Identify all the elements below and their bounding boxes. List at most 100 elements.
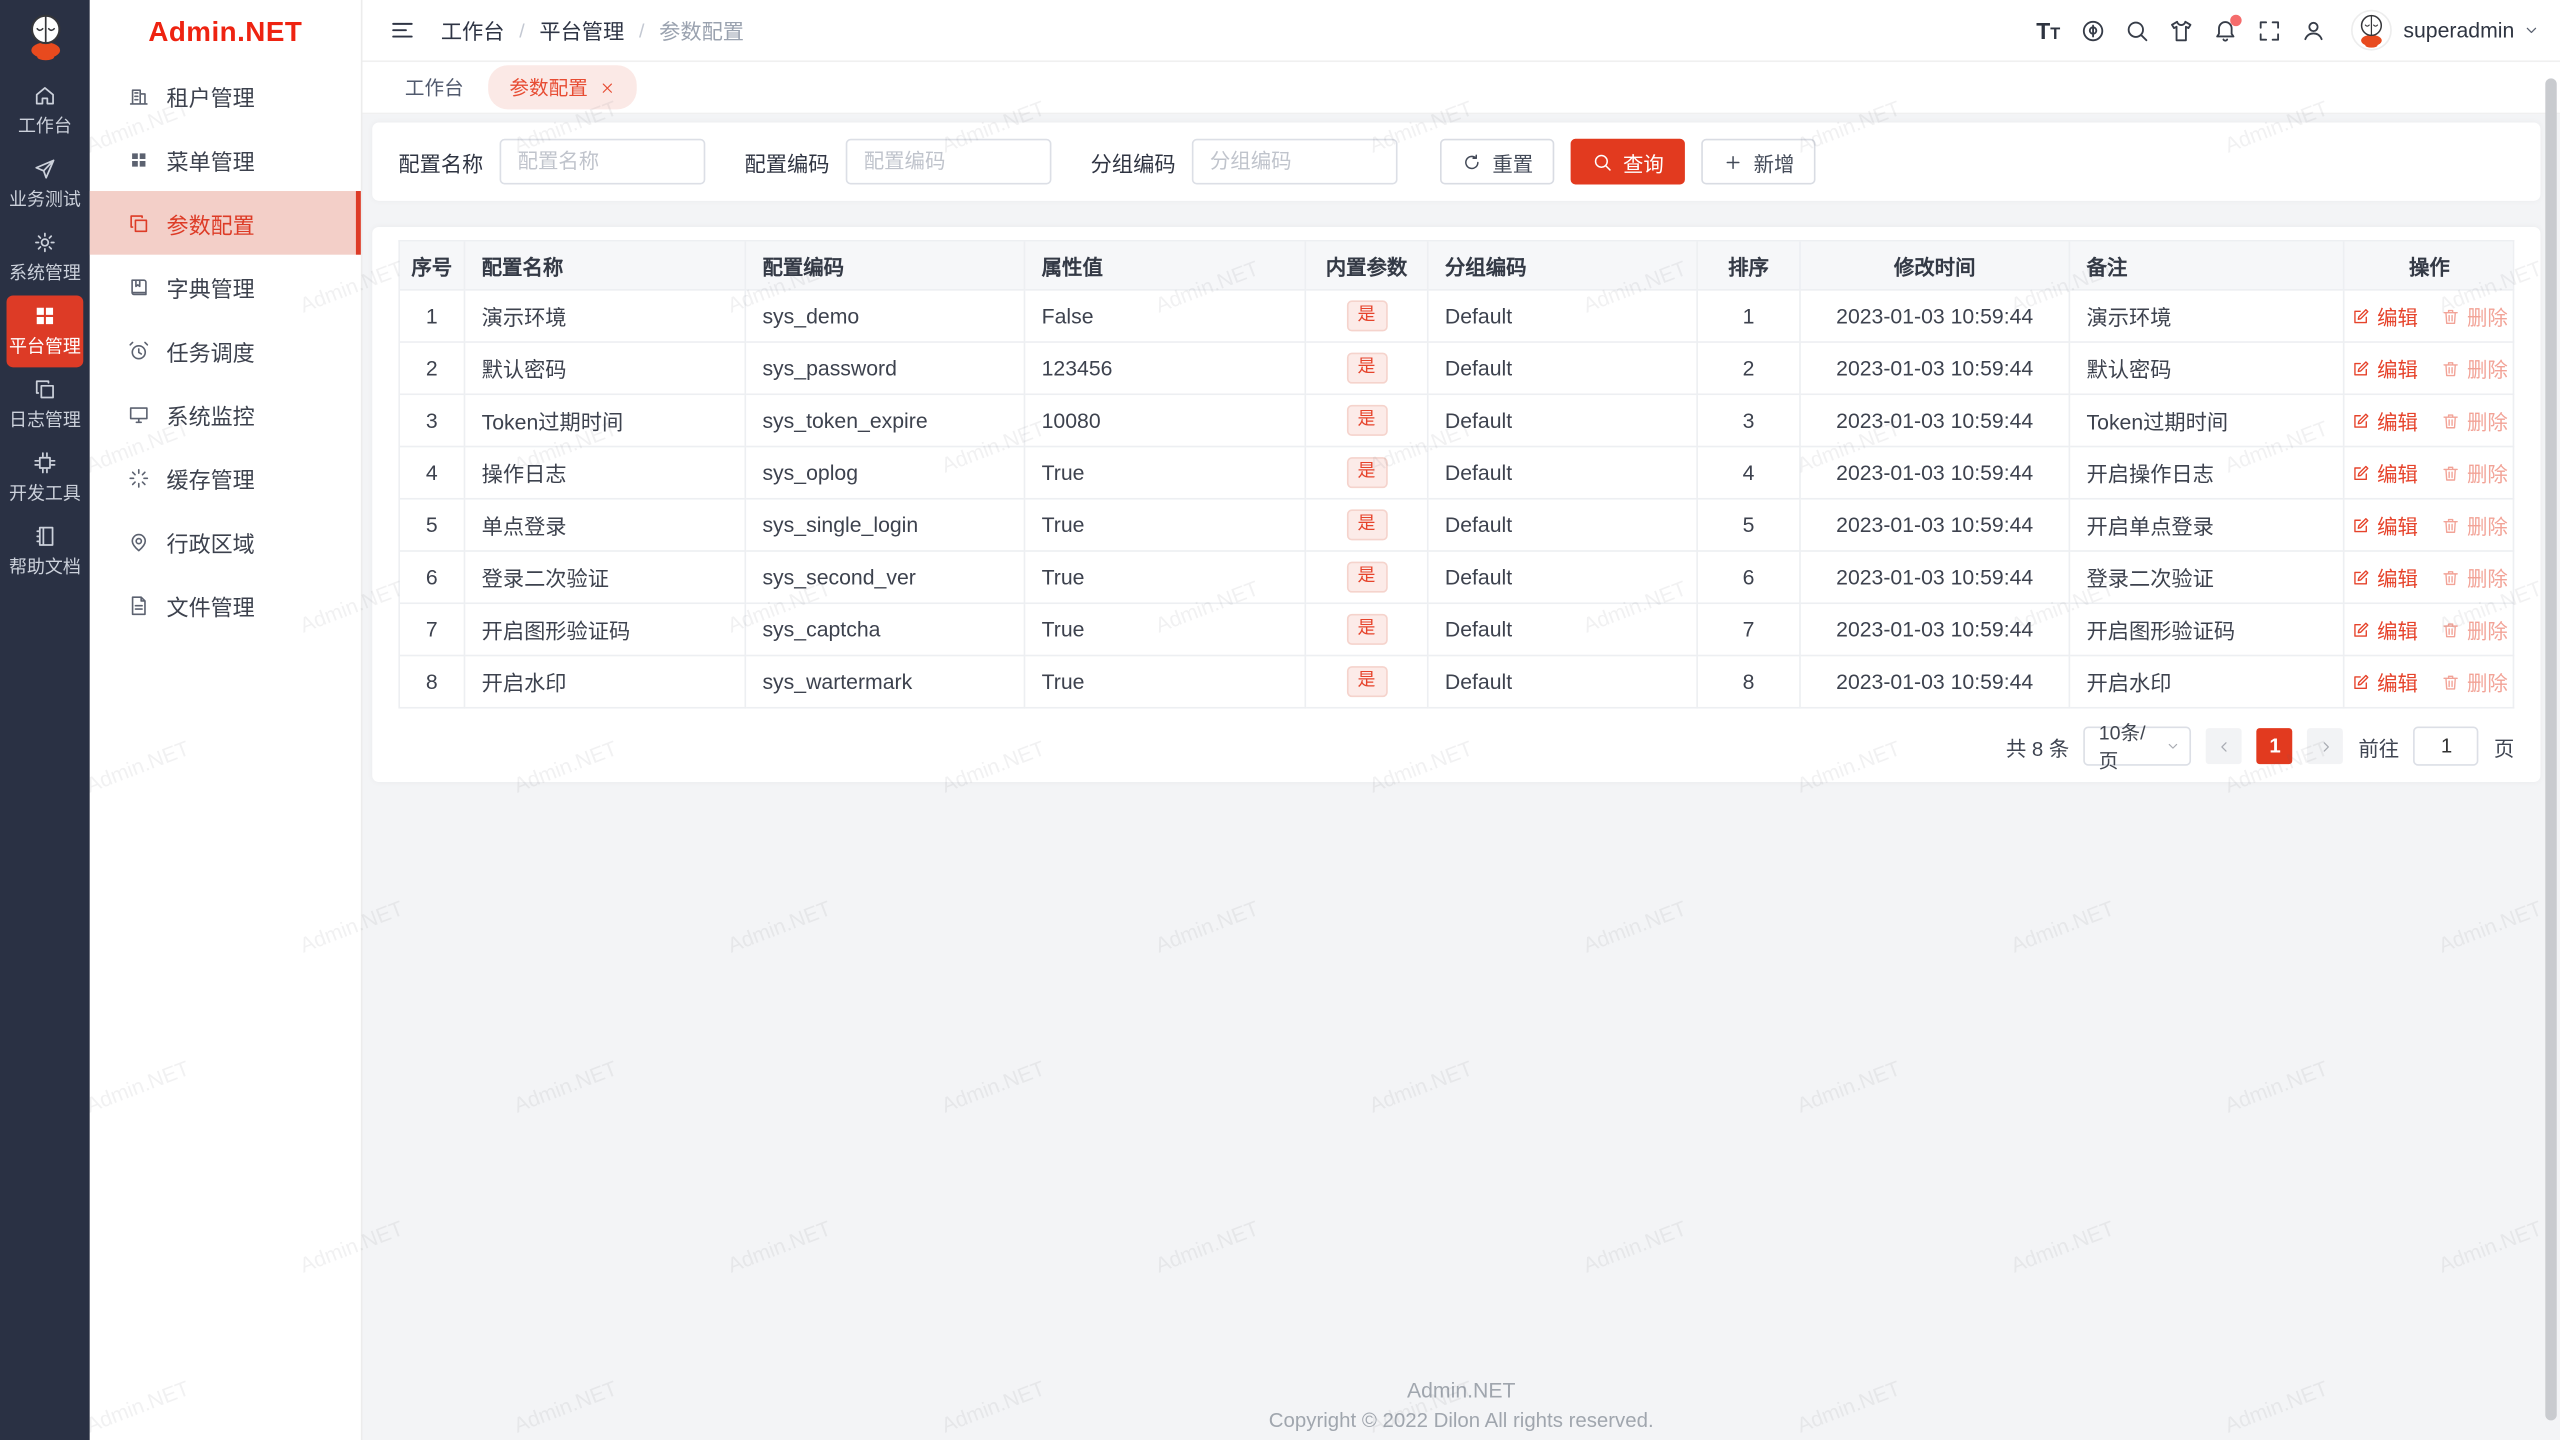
sidebar-item-2[interactable]: 参数配置 (89, 191, 361, 255)
trash-icon (2441, 358, 2461, 378)
edit-button[interactable]: 编辑 (2351, 300, 2418, 331)
fullscreen-icon[interactable] (2247, 0, 2291, 61)
table-row-6: 7 开启图形验证码 sys_captcha True 是 Default 7 2023-01-… (399, 604, 2515, 657)
prev-page-button[interactable] (2206, 728, 2243, 765)
edit-button[interactable]: 编辑 (2351, 614, 2418, 645)
cell-name: 单点登录 (465, 499, 747, 552)
chevron-down-icon[interactable] (2522, 21, 2540, 39)
table-row-4: 5 单点登录 sys_single_login True 是 Default 5 2023-0… (399, 499, 2515, 552)
search-button-label: 查询 (1622, 152, 1664, 176)
sidebar-item-3[interactable]: 字典管理 (90, 255, 361, 319)
goto-page-input[interactable] (2413, 726, 2480, 766)
font-size-icon[interactable]: TT (2036, 17, 2061, 44)
user-icon (2300, 17, 2326, 43)
filter-input-2[interactable] (1191, 138, 1398, 185)
column-header-sort: 排序 (1697, 241, 1801, 291)
sidebar-item-label: 字典管理 (166, 276, 255, 302)
cell-remark: 开启水印 (2070, 656, 2345, 709)
delete-button[interactable]: 删除 (2441, 457, 2508, 488)
bell-icon[interactable] (2203, 0, 2247, 61)
rail-item-2[interactable]: 系统管理 (7, 222, 84, 294)
search-icon[interactable] (2114, 0, 2158, 61)
filter-card: 配置名称 配置编码 分组编码 重置 查询 新增 (372, 122, 2541, 201)
sidebar-item-7[interactable]: 行政区域 (90, 509, 361, 573)
sidebar-menu: 租户管理 菜单管理 参数配置 字典管理 任务调度 系统监控 缓存管理 行政区域 … (89, 64, 361, 637)
tab-0[interactable]: 工作台 (404, 76, 464, 100)
rail-item-5[interactable]: 开发工具 (7, 442, 84, 514)
search-button[interactable]: 查询 (1570, 138, 1686, 185)
user-avatar[interactable] (2351, 9, 2392, 51)
alarm-clock-icon (127, 339, 150, 362)
tab-close-icon[interactable] (599, 79, 615, 95)
edit-button[interactable]: 编辑 (2351, 457, 2418, 488)
page-size-select[interactable]: 10条/页 (2084, 722, 2192, 772)
delete-button[interactable]: 删除 (2441, 666, 2508, 697)
cell-name: 操作日志 (465, 447, 747, 500)
delete-label: 删除 (2466, 515, 2508, 539)
cell-time: 2023-01-03 10:59:44 (1800, 342, 2071, 396)
vertical-scrollbar[interactable] (2545, 78, 2557, 1421)
cell-name: 登录二次验证 (465, 551, 747, 605)
builtin-tag: 是 (1346, 665, 1387, 698)
rail-item-3[interactable]: 平台管理 (6, 295, 84, 368)
cell-time: 2023-01-03 10:59:44 (1800, 604, 2071, 657)
search-icon (1592, 151, 1613, 172)
edit-button[interactable]: 编辑 (2351, 405, 2418, 436)
filter-group-1: 配置编码 (745, 138, 1052, 185)
filter-input-0[interactable] (499, 138, 706, 185)
delete-button[interactable]: 删除 (2441, 353, 2508, 384)
filter-input-1[interactable] (845, 138, 1052, 185)
cell-code: sys_password (746, 342, 1026, 396)
column-header-remark: 备注 (2070, 241, 2345, 291)
sidebar-item-1[interactable]: 菜单管理 (90, 127, 361, 191)
edit-button[interactable]: 编辑 (2351, 353, 2418, 384)
toolbar-buttons: 重置 查询 新增 (1440, 138, 1816, 185)
cell-actions: 编辑 删除 (2344, 343, 2515, 396)
cell-sort: 3 (1697, 395, 1801, 448)
edit-button[interactable]: 编辑 (2351, 509, 2418, 540)
rail-item-4[interactable]: 日志管理 (7, 369, 84, 441)
sidebar-item-5[interactable]: 系统监控 (90, 382, 361, 446)
delete-button[interactable]: 删除 (2441, 405, 2508, 436)
delete-button[interactable]: 删除 (2441, 509, 2508, 540)
sidebar-item-4[interactable]: 任务调度 (90, 318, 361, 382)
edit-button[interactable]: 编辑 (2351, 666, 2418, 697)
grid-icon (33, 304, 57, 328)
rail-item-1[interactable]: 业务测试 (7, 149, 84, 221)
tab-1[interactable]: 参数配置 (488, 65, 637, 110)
breadcrumb-item[interactable]: 工作台 (440, 19, 505, 45)
edit-button[interactable]: 编辑 (2351, 562, 2418, 593)
delete-label: 删除 (2466, 568, 2508, 592)
username-label[interactable]: superadmin (2403, 17, 2515, 43)
theme-shirt-icon[interactable] (2158, 0, 2202, 61)
user-icon[interactable] (2291, 0, 2335, 61)
table-row-2: 3 Token过期时间 sys_token_expire 10080 是 Default 3… (399, 395, 2515, 448)
file-icon (127, 593, 150, 616)
cell-builtin: 是 (1306, 551, 1429, 605)
cell-builtin: 是 (1306, 656, 1429, 709)
filter-group-2: 分组编码 (1091, 138, 1398, 185)
rail-item-6[interactable]: 帮助文档 (7, 516, 84, 588)
cell-value: True (1025, 499, 1307, 552)
breadcrumb-item[interactable]: 平台管理 (539, 19, 625, 45)
reset-button[interactable]: 重置 (1440, 138, 1555, 185)
rail-item-0[interactable]: 工作台 (7, 75, 84, 147)
rail-item-label: 工作台 (17, 117, 72, 138)
add-button[interactable]: 新增 (1701, 138, 1816, 185)
rail-item-label: 日志管理 (8, 411, 81, 432)
sidebar-item-0[interactable]: 租户管理 (90, 64, 361, 128)
edit-label: 编辑 (2377, 620, 2418, 644)
delete-button[interactable]: 删除 (2441, 300, 2508, 331)
sidebar-item-8[interactable]: 文件管理 (90, 573, 361, 637)
next-page-button[interactable] (2307, 728, 2344, 765)
delete-label: 删除 (2466, 672, 2508, 696)
cell-builtin: 是 (1306, 499, 1429, 552)
delete-button[interactable]: 删除 (2441, 614, 2508, 645)
language-icon[interactable] (2070, 0, 2114, 61)
cell-time: 2023-01-03 10:59:44 (1800, 290, 2071, 343)
sidebar-item-6[interactable]: 缓存管理 (90, 446, 361, 510)
cell-value: 123456 (1025, 342, 1307, 396)
delete-button[interactable]: 删除 (2441, 562, 2508, 593)
current-page-button[interactable]: 1 (2257, 728, 2294, 765)
menu-collapse-icon[interactable] (389, 16, 417, 44)
